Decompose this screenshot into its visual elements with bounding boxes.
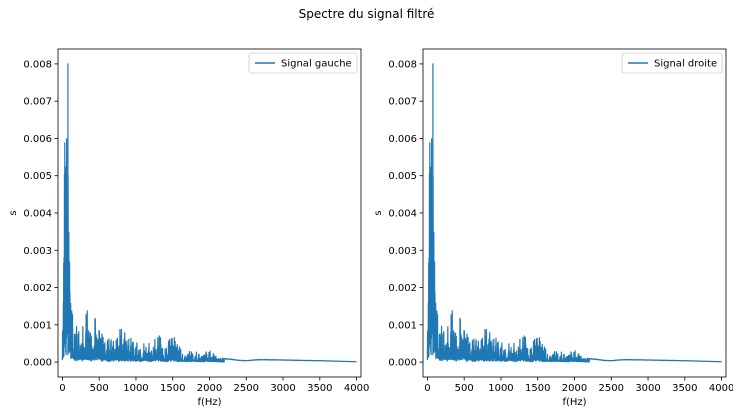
- right-x-tick-label: 1000: [488, 383, 513, 394]
- right-x-tick-label: 1500: [525, 383, 550, 394]
- left-x-tick-label: 0: [59, 383, 65, 394]
- left-y-tick-label: 0.007: [23, 97, 52, 108]
- right-y-tick-label: 0.003: [388, 246, 417, 257]
- right-y-tick-label: 0.007: [388, 97, 417, 108]
- right-y-tick-label: 0.004: [388, 209, 417, 220]
- left-x-tick-label: 3500: [307, 383, 332, 394]
- left-x-tick-label: 4000: [344, 383, 369, 394]
- left-x-tick-label: 2000: [197, 383, 222, 394]
- left-legend-box: [248, 52, 358, 74]
- right-legend-label: Signal droite: [654, 59, 717, 70]
- right-x-tick-label: 3000: [635, 383, 660, 394]
- right-y-tick-label: 0.000: [388, 358, 417, 369]
- right-y-tick-label: 0.005: [388, 171, 417, 182]
- right-legend-box: [621, 52, 723, 74]
- left-y-tick-label: 0.003: [23, 246, 52, 257]
- left-x-tick-label: 2500: [234, 383, 259, 394]
- figure-suptitle: Spectre du signal filtré: [299, 7, 435, 21]
- left-legend-label: Signal gauche: [281, 59, 352, 70]
- left-y-axis-label: s: [8, 210, 19, 215]
- left-y-tick-label: 0.000: [23, 358, 52, 369]
- right-y-tick-label: 0.006: [388, 134, 417, 145]
- right-subplot: 0 500 1000 1500 2000 2500 3000 3500 4000 0.000 0.0…: [373, 48, 733, 408]
- left-y-tick-label: 0.004: [23, 209, 52, 220]
- right-y-tick-label: 0.008: [388, 59, 417, 70]
- left-y-tick-label: 0.008: [23, 59, 52, 70]
- left-x-tick-label: 1500: [160, 383, 185, 394]
- right-x-tick-label: 3500: [672, 383, 697, 394]
- left-x-tick-label: 3000: [270, 383, 295, 394]
- right-y-axis-label: s: [373, 210, 384, 215]
- left-x-axis-label: f(Hz): [197, 397, 221, 408]
- right-y-tick-label: 0.002: [388, 283, 417, 294]
- right-x-tick-label: 4000: [709, 383, 733, 394]
- right-x-axis-label: f(Hz): [562, 397, 586, 408]
- left-x-tick-label: 1000: [123, 383, 148, 394]
- right-x-tick-label: 2500: [599, 383, 624, 394]
- left-series-line: [61, 63, 357, 363]
- left-y-tick-label: 0.002: [23, 283, 52, 294]
- right-y-tick-label: 0.001: [388, 320, 417, 331]
- left-subplot: 0 500 1000 1500 2000 2500 3000 3500 4000 0.000 0.0…: [8, 48, 369, 408]
- right-x-tick-label: 0: [424, 383, 430, 394]
- left-y-tick-label: 0.005: [23, 171, 52, 182]
- right-x-tick-label: 2000: [562, 383, 587, 394]
- left-x-tick-label: 500: [90, 383, 109, 394]
- left-y-tick-label: 0.001: [23, 320, 52, 331]
- right-x-tick-label: 500: [455, 383, 474, 394]
- left-y-tick-label: 0.006: [23, 134, 52, 145]
- right-series-line: [426, 63, 723, 363]
